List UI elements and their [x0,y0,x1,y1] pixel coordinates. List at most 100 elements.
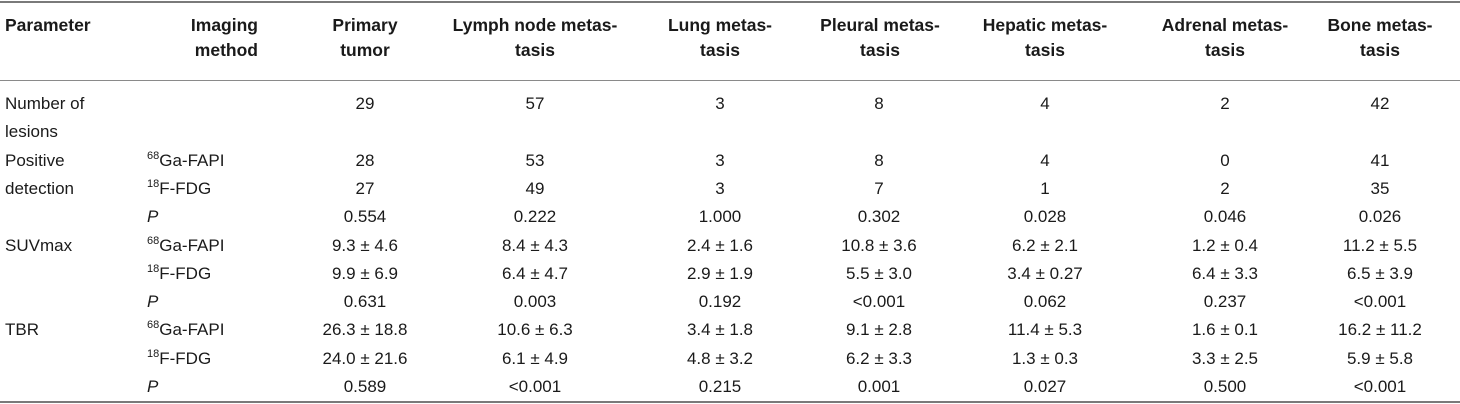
table-row: P 0.589 <0.001 0.215 0.001 0.027 0.500 <0.001 [0,373,1460,401]
isotope-mass-number: 68 [147,234,160,247]
value-cell-bone: 5.9 ± 5.8 [1346,348,1414,368]
value-cell-bone: 16.2 ± 11.2 [1338,320,1422,340]
imaging-method-label: P [147,207,159,227]
value-cell-adrenal: 0.046 [1203,207,1247,227]
isotope-mass-number: 68 [147,149,160,162]
value-cell-lymph-node: 57 [525,94,545,113]
value-cell-lymph-node: 6.1 ± 4.9 [501,348,569,368]
value-cell-adrenal: 1.2 ± 0.4 [1191,235,1259,255]
isotope-mass-number: 18 [147,177,160,190]
imaging-method-label: F-FDG [159,263,212,283]
table-row: Number of 29 57 3 8 4 2 42 [0,90,1460,118]
value-cell-lymph-node: 8.4 ± 4.3 [501,235,569,255]
imaging-method-cell: 68Ga-FAPI [147,232,224,260]
value-cell-pleural: 9.1 ± 2.8 [845,320,913,340]
value-cell-bone: 42 [1370,94,1390,113]
value-cell-primary-tumor: 0.631 [343,292,387,312]
parameter-cell: lesions [5,122,58,142]
isotope-mass-number: 18 [147,347,160,360]
value-cell-adrenal: 3.3 ± 2.5 [1191,348,1259,368]
value-cell-hepatic: 1 [1040,178,1050,198]
imaging-method-cell: 18F-FDG [147,345,211,373]
value-cell-primary-tumor: 9.3 ± 4.6 [331,235,399,255]
value-cell-lymph-node: 53 [525,150,545,170]
value-cell-lymph-node: <0.001 [508,377,562,396]
table-row: Positive 68Ga-FAPI 28 53 3 8 4 0 41 [0,147,1460,175]
imaging-method-label: Ga-FAPI [159,320,225,340]
value-cell-primary-tumor: 0.589 [343,377,387,396]
table-row: P 0.631 0.003 0.192 <0.001 0.062 0.237 <0.001 [0,288,1460,316]
value-cell-bone: 41 [1370,150,1390,170]
parameter-cell: SUVmax [5,235,73,255]
value-cell-pleural: 6.2 ± 3.3 [845,348,913,368]
parameter-cell: TBR [5,320,39,340]
header-lymph-node-metastasis: Lymph node metas- tasis [452,15,618,60]
value-cell-pleural: <0.001 [852,292,906,312]
imaging-method-label: Ga-FAPI [159,235,225,255]
value-cell-hepatic: 0.028 [1023,207,1067,227]
parameter-cell: Number of [5,94,85,113]
value-cell-hepatic: 0.062 [1023,292,1067,312]
header-hepatic-metastasis: Hepatic metas- tasis [982,15,1108,60]
value-cell-lung: 0.215 [698,377,742,396]
header-imaging-method: Imaging method [190,15,258,60]
table-row: P 0.554 0.222 1.000 0.302 0.028 0.046 0.026 [0,203,1460,231]
value-cell-lung: 0.192 [698,292,742,312]
value-cell-pleural: 8 [874,150,884,170]
value-cell-pleural: 8 [874,94,884,113]
table-row: SUVmax 68Ga-FAPI 9.3 ± 4.6 8.4 ± 4.3 2.4 ± 1… [0,232,1460,260]
imaging-method-cell: 68Ga-FAPI [147,316,224,344]
imaging-method-cell: P [147,203,158,231]
value-cell-bone: <0.001 [1353,292,1407,312]
imaging-method-cell: P [147,288,158,316]
header-lung-metastasis: Lung metas- tasis [667,15,773,60]
isotope-mass-number: 68 [147,319,160,332]
imaging-method-label: P [147,292,159,312]
value-cell-primary-tumor: 27 [355,178,375,198]
header-adrenal-metastasis: Adrenal metas- tasis [1161,15,1289,60]
value-cell-hepatic: 11.4 ± 5.3 [1007,320,1083,340]
table-row: 18F-FDG 9.9 ± 6.9 6.4 ± 4.7 2.9 ± 1.9 5.5 ± … [0,260,1460,288]
value-cell-primary-tumor: 29 [355,94,375,113]
value-cell-primary-tumor: 26.3 ± 18.8 [322,320,408,340]
isotope-mass-number: 18 [147,262,160,275]
value-cell-lung: 1.000 [698,207,742,227]
value-cell-hepatic: 0.027 [1023,377,1067,396]
value-cell-adrenal: 6.4 ± 3.3 [1191,263,1259,283]
value-cell-adrenal: 0.237 [1203,292,1247,312]
value-cell-lymph-node: 0.222 [513,207,557,227]
value-cell-hepatic: 4 [1040,150,1050,170]
value-cell-lymph-node: 0.003 [513,292,557,312]
table-header-rule [0,80,1460,81]
value-cell-lymph-node: 10.6 ± 6.3 [497,320,573,340]
table-row: 18F-FDG 24.0 ± 21.6 6.1 ± 4.9 4.8 ± 3.2 6.2 … [0,345,1460,373]
imaging-method-cell: 68Ga-FAPI [147,147,224,175]
value-cell-pleural: 10.8 ± 3.6 [841,235,917,255]
parameter-cell: detection [5,178,74,198]
value-cell-primary-tumor: 9.9 ± 6.9 [331,263,399,283]
value-cell-lung: 3 [715,94,725,113]
value-cell-bone: <0.001 [1353,377,1407,396]
parameter-cell: Positive [5,150,65,170]
table-row: lesions [0,118,1460,146]
value-cell-bone: 11.2 ± 5.5 [1342,235,1418,255]
value-cell-lymph-node: 6.4 ± 4.7 [501,263,569,283]
value-cell-pleural: 7 [874,178,884,198]
value-cell-primary-tumor: 28 [355,150,375,170]
value-cell-lung: 3.4 ± 1.8 [686,320,754,340]
value-cell-hepatic: 1.3 ± 0.3 [1011,348,1079,368]
imaging-method-cell: 18F-FDG [147,260,211,288]
value-cell-adrenal: 2 [1220,178,1230,198]
value-cell-lung: 3 [715,178,725,198]
value-cell-adrenal: 0 [1220,150,1230,170]
table-row: detection 18F-FDG 27 49 3 7 1 2 35 [0,175,1460,203]
value-cell-hepatic: 3.4 ± 0.27 [1007,263,1083,283]
header-bone-metastasis: Bone metas- tasis [1327,15,1433,60]
header-primary-tumor: Primary tumor [332,15,398,60]
value-cell-hepatic: 4 [1040,94,1050,113]
value-cell-lung: 4.8 ± 3.2 [686,348,754,368]
imaging-method-label: P [147,377,159,396]
value-cell-primary-tumor: 24.0 ± 21.6 [322,348,408,368]
table-top-rule [0,1,1460,3]
value-cell-lung: 2.4 ± 1.6 [686,235,754,255]
